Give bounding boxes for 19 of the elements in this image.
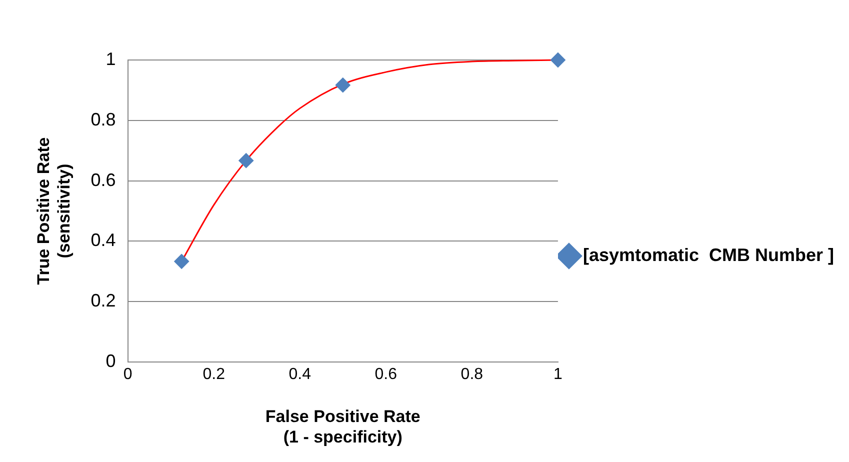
point: [335, 78, 350, 93]
y-tick-label: 0.8: [90, 109, 116, 130]
y-tick-label: 0.6: [90, 170, 116, 190]
point: [550, 52, 566, 68]
x-tick-label: 0.4: [288, 366, 312, 384]
x-tick-label: 0.8: [460, 366, 484, 384]
y-tick-label: 0: [106, 350, 116, 371]
x-tick-label: 0.2: [202, 366, 226, 384]
x-axis-title: False Positive Rate (1 - specificity): [265, 407, 420, 446]
x-tick-label: 0: [123, 366, 132, 384]
y-axis-title: True Positive Rate (sensitivity): [34, 137, 74, 285]
y-tick-label: 0.4: [90, 230, 116, 250]
legend-label: [asymtomatic CMB Number ]: [582, 244, 834, 265]
point: [174, 254, 190, 269]
x-tick-label: 0.6: [374, 366, 398, 384]
x-tick-label: 1: [554, 366, 563, 384]
y-tick-label: 0.2: [90, 290, 116, 311]
y-tick-label: 1: [106, 48, 116, 69]
point: [238, 153, 254, 168]
